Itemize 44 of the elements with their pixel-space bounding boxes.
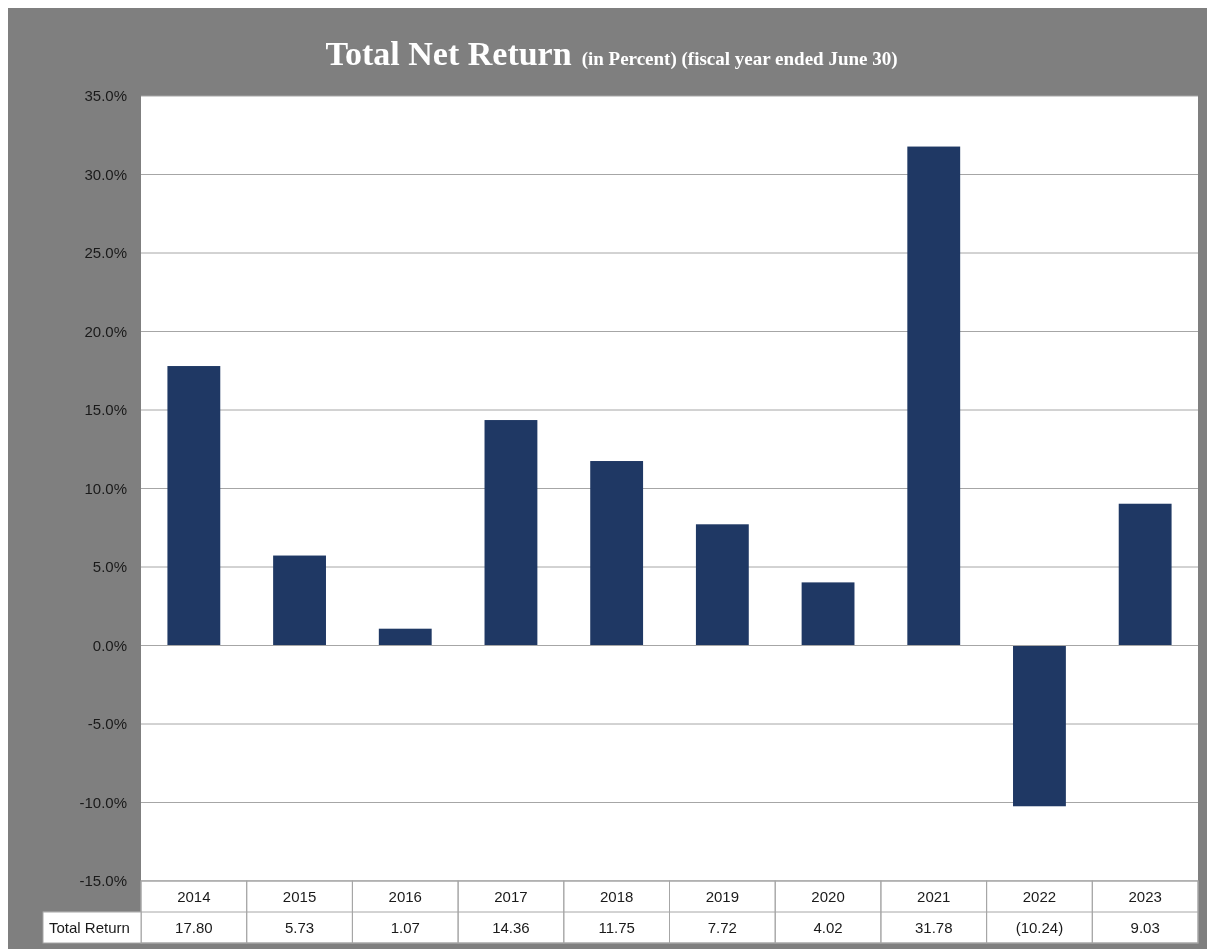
x-tick-label: 2014 [177, 887, 211, 905]
bar [484, 420, 538, 646]
x-tick-label: 2017 [494, 887, 528, 905]
bar [273, 555, 326, 646]
chart-subtitle: (in Percent) (fiscal year ended June 30) [581, 48, 898, 70]
data-label: (10.24) [1015, 918, 1064, 936]
bar [167, 366, 221, 646]
y-tick-label: -5.0% [87, 715, 127, 733]
data-label: 1.07 [390, 918, 420, 936]
text: Total Return [49, 918, 130, 936]
y-tick-label: 15.0% [84, 401, 127, 419]
data-label: 17.80 [175, 918, 213, 936]
chart-title: Total Net Return [325, 35, 572, 72]
data-label: 31.78 [914, 918, 953, 936]
data-label: 7.72 [707, 918, 737, 936]
bar [378, 628, 432, 646]
x-tick-label: 2016 [388, 887, 422, 905]
y-tick-label: 5.0% [92, 558, 127, 576]
bar [695, 524, 749, 646]
x-tick-label: 2015 [282, 887, 317, 905]
bar [907, 146, 961, 646]
x-tick-label: 2020 [811, 887, 845, 905]
bar [801, 582, 855, 646]
x-tick-label: 2018 [599, 887, 634, 905]
y-tick-label: -10.0% [79, 793, 127, 811]
y-tick-label: 25.0% [84, 244, 127, 262]
bar [590, 461, 644, 646]
bar [1013, 645, 1066, 807]
data-label: 5.73 [284, 918, 315, 936]
data-label: 9.03 [1130, 918, 1160, 936]
x-tick-label: 2021 [917, 887, 951, 905]
data-label: 4.02 [813, 918, 843, 936]
y-tick-label: 10.0% [84, 479, 127, 497]
y-tick-label: 20.0% [84, 322, 127, 340]
x-tick-label: 2023 [1128, 887, 1162, 905]
data-label: 14.36 [492, 918, 530, 936]
y-tick-label: 30.0% [84, 165, 127, 183]
x-tick-label: 2019 [705, 887, 740, 905]
y-tick-label: 35.0% [84, 87, 127, 105]
data-label: 11.75 [598, 918, 635, 936]
x-tick-label: 2022 [1022, 887, 1057, 905]
y-tick-label: -15.0% [79, 872, 127, 890]
y-tick-label: 0.0% [92, 636, 127, 654]
bar [1118, 503, 1172, 646]
